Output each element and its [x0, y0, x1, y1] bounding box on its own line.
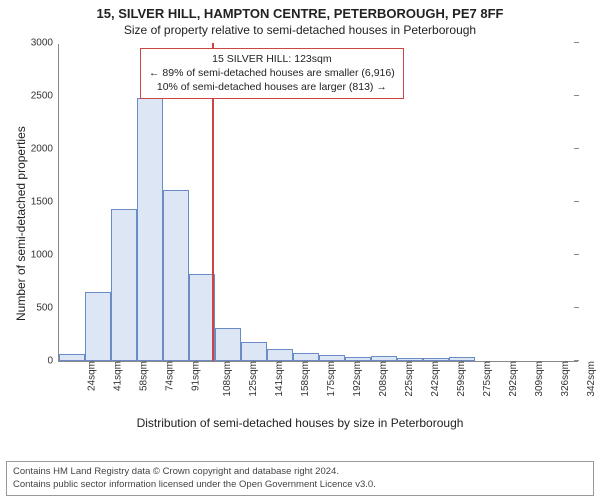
histogram-bar [59, 354, 85, 361]
x-tick-label: 108sqm [216, 361, 233, 397]
x-tick-label: 41sqm [107, 361, 124, 391]
x-tick-label: 208sqm [372, 361, 389, 397]
histogram-bar [85, 292, 111, 361]
info-line-larger: 10% of semi-detached houses are larger (… [149, 80, 395, 94]
info-line-property: 15 SILVER HILL: 123sqm [149, 52, 395, 66]
x-tick-label: 158sqm [294, 361, 311, 397]
x-tick-label: 342sqm [580, 361, 597, 397]
y-axis-label: Number of semi-detached properties [14, 126, 28, 321]
x-tick-label: 259sqm [450, 361, 467, 397]
chart-title: 15, SILVER HILL, HAMPTON CENTRE, PETERBO… [0, 0, 600, 21]
histogram-bar [293, 353, 319, 361]
histogram-bar [267, 349, 293, 361]
x-tick-label: 74sqm [159, 361, 176, 391]
y-tick-label: 1500 [31, 197, 59, 208]
footer-line-2: Contains public sector information licen… [13, 479, 587, 491]
y-tick-label: 3000 [31, 38, 59, 49]
y-tick-label: 2500 [31, 91, 59, 102]
chart-subtitle: Size of property relative to semi-detach… [0, 21, 600, 41]
histogram-bar [163, 190, 189, 361]
x-tick-label: 141sqm [268, 361, 285, 397]
y-tick-label: 2000 [31, 144, 59, 155]
x-tick-label: 175sqm [320, 361, 337, 397]
x-tick-label: 326sqm [554, 361, 571, 397]
histogram-bar [241, 342, 267, 361]
x-tick-label: 309sqm [528, 361, 545, 397]
y-tick-label: 1000 [31, 250, 59, 261]
x-tick-label: 24sqm [81, 361, 98, 391]
x-tick-label: 192sqm [346, 361, 363, 397]
y-tick-label: 0 [47, 356, 59, 367]
x-tick-label: 125sqm [242, 361, 259, 397]
histogram-bar [137, 98, 163, 361]
histogram-bar [189, 274, 215, 361]
histogram-bar [111, 209, 137, 361]
footer-line-1: Contains HM Land Registry data © Crown c… [13, 466, 587, 478]
x-tick-label: 275sqm [476, 361, 493, 397]
chart-container: 15, SILVER HILL, HAMPTON CENTRE, PETERBO… [0, 0, 600, 500]
x-tick-label: 58sqm [133, 361, 150, 391]
x-tick-label: 292sqm [502, 361, 519, 397]
info-box: 15 SILVER HILL: 123sqm ← 89% of semi-det… [140, 48, 404, 99]
x-tick-label: 242sqm [424, 361, 441, 397]
histogram-bar [215, 328, 241, 361]
info-line-smaller: ← 89% of semi-detached houses are smalle… [149, 66, 395, 80]
y-tick-label: 500 [36, 303, 59, 314]
attribution-footer: Contains HM Land Registry data © Crown c… [6, 461, 594, 496]
x-axis-label: Distribution of semi-detached houses by … [0, 416, 600, 430]
x-tick-label: 91sqm [185, 361, 202, 391]
x-tick-label: 225sqm [398, 361, 415, 397]
